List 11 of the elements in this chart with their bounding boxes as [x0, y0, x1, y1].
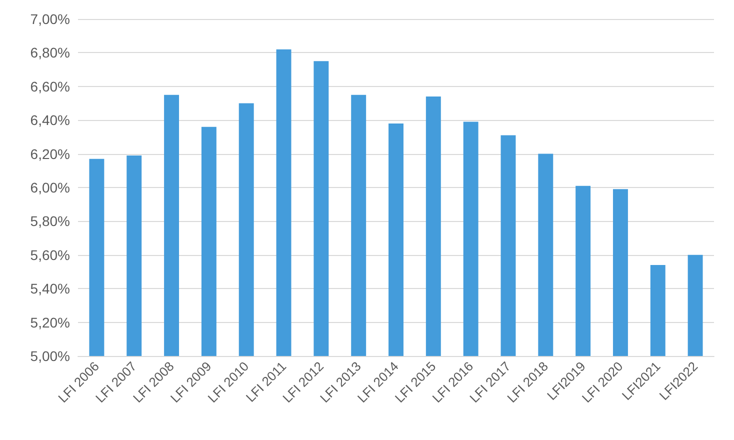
y-tick-label: 6,60%: [30, 78, 70, 94]
y-tick-label: 5,40%: [30, 280, 70, 297]
y-tick-label: 7,00%: [30, 11, 70, 27]
y-tick-label: 5,00%: [30, 348, 70, 364]
y-tick-label: 6,80%: [30, 44, 70, 61]
y-tick-label: 6,40%: [30, 112, 70, 128]
y-tick-label: 5,60%: [30, 246, 70, 263]
y-tick-label: 5,80%: [30, 213, 70, 230]
y-tick-label: 6,20%: [30, 146, 70, 162]
y-tick-label: 5,20%: [30, 314, 70, 330]
y-tick-label: 6,00%: [30, 180, 70, 196]
